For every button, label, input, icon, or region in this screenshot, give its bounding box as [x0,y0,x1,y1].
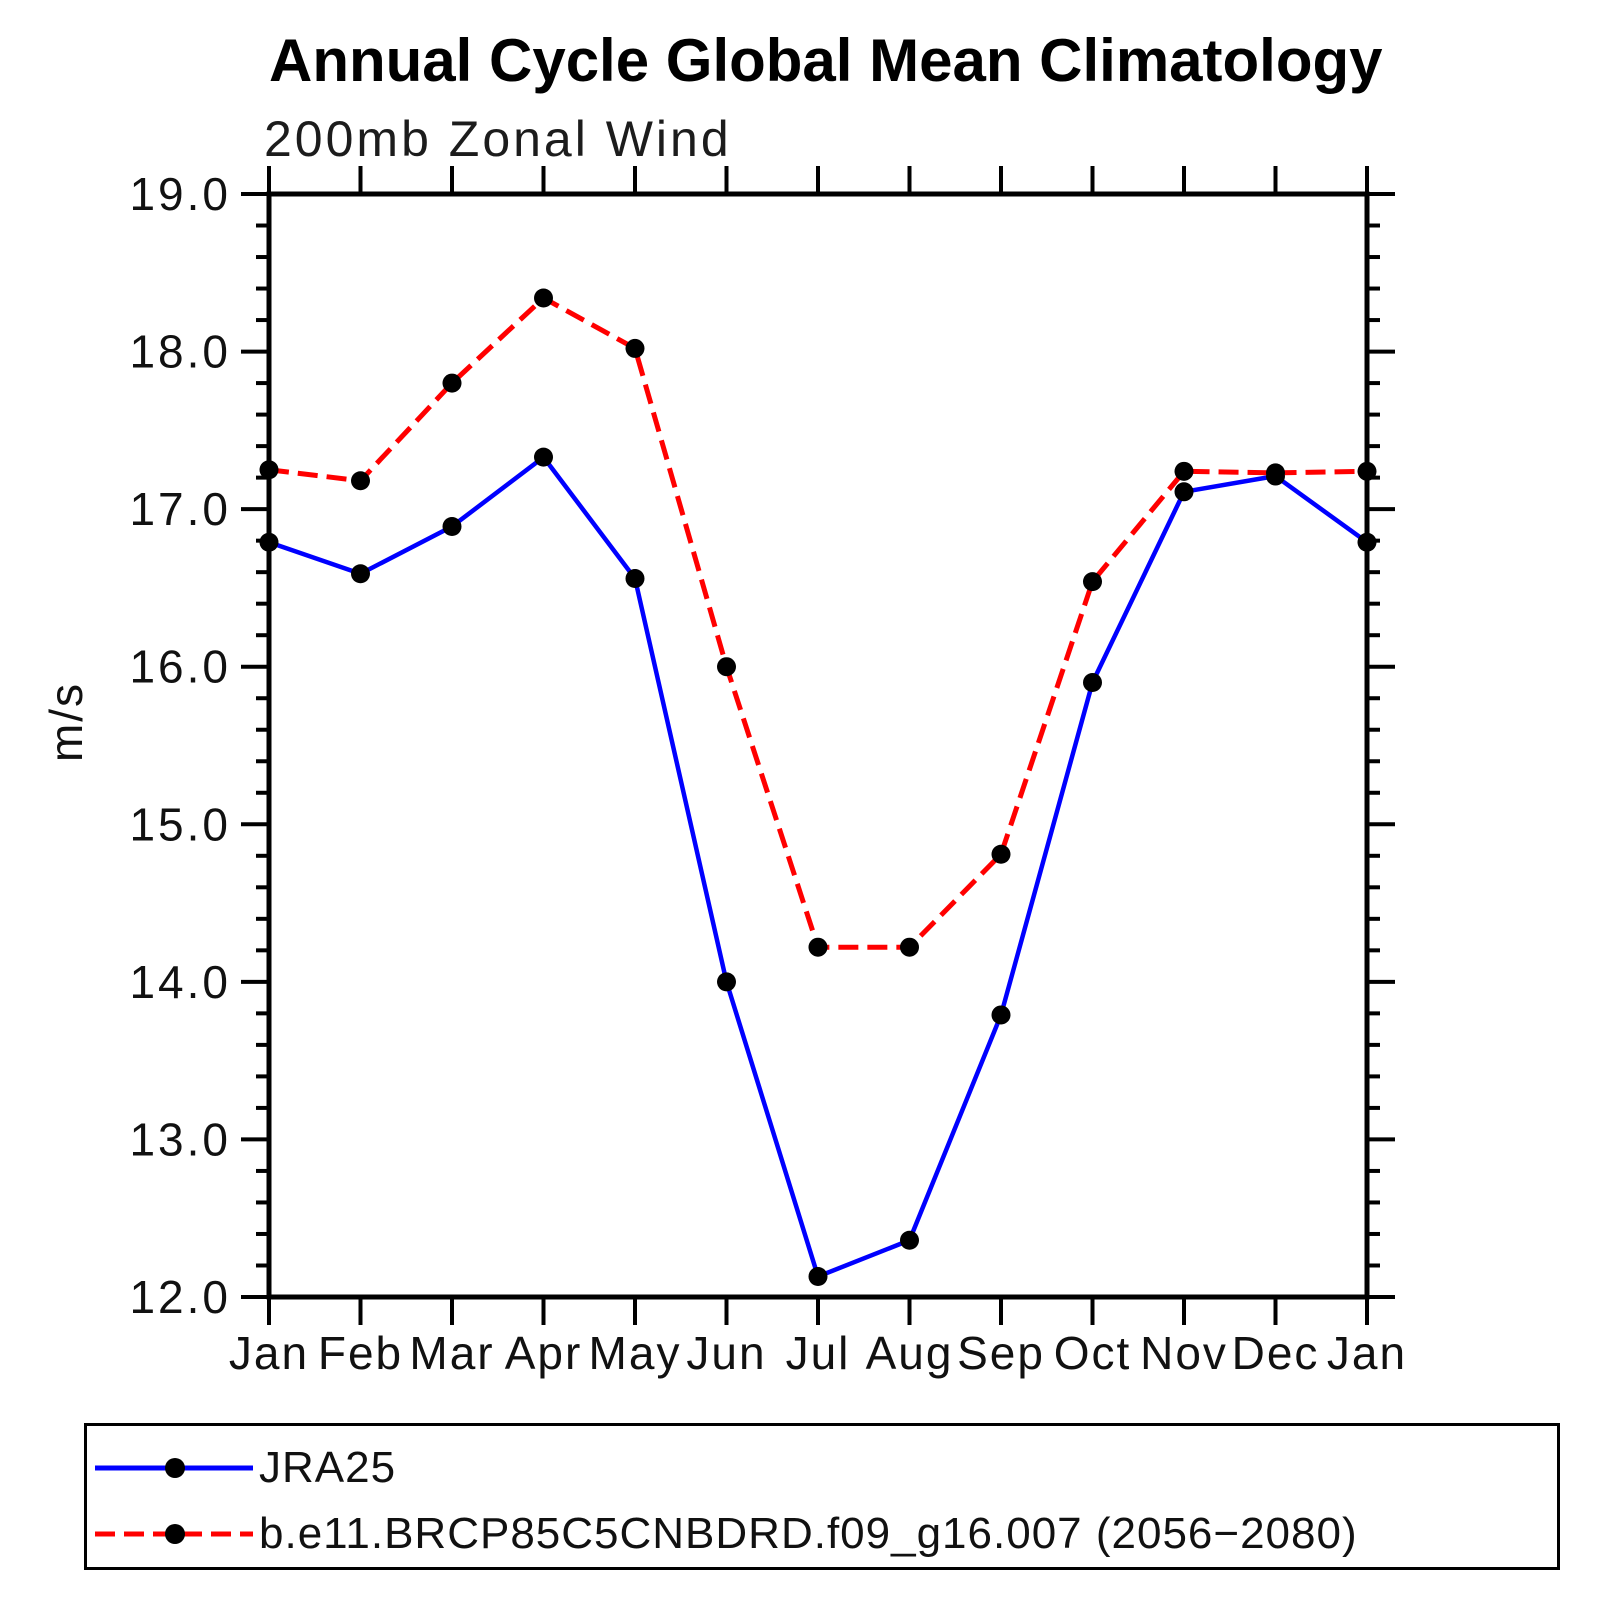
data-point-marker-1 [717,657,736,677]
data-point-marker-1 [1083,572,1102,592]
chart-subtitle: 200mb Zonal Wind [264,111,732,167]
data-point-marker-1 [351,471,370,491]
legend-label-jra25: JRA25 [259,1443,397,1492]
data-point-marker-0 [808,1267,828,1287]
data-point-marker-0 [1357,532,1377,552]
data-point-marker-1 [808,937,828,957]
y-tick-label: 17.0 [129,483,231,535]
x-tick-label: Feb [318,1327,403,1379]
legend-box: JRA25 b.e11.BRCP85C5CNBDRD.f09_g16.007 (… [84,1423,1560,1570]
x-tick-label: Jul [786,1327,851,1379]
x-tick-label: Apr [505,1327,583,1379]
legend-item-model: b.e11.BRCP85C5CNBDRD.f09_g16.007 (2056−2… [91,1509,1358,1558]
data-point-marker-0 [625,568,645,588]
y-tick-label: 12.0 [129,1271,231,1323]
x-tick-label: Mar [409,1327,494,1379]
y-tick-label: 13.0 [129,1113,231,1165]
legend-item-jra25: JRA25 [91,1443,396,1492]
data-point-marker-0 [534,447,553,467]
legend-label-model: b.e11.BRCP85C5CNBDRD.f09_g16.007 (2056−2… [259,1509,1358,1558]
data-point-marker-0 [1083,672,1102,692]
data-point-marker-1 [442,373,462,393]
data-point-marker-0 [351,564,370,584]
data-point-marker-0 [717,972,736,992]
data-point-marker-0 [1174,482,1194,502]
legend-line-sample-model [95,1524,253,1544]
y-tick-label: 14.0 [129,956,231,1008]
x-tick-label: Aug [866,1327,954,1379]
data-point-marker-1 [900,937,919,957]
data-point-marker-0 [442,516,462,536]
x-tick-label: Sep [957,1327,1045,1379]
data-point-marker-0 [991,1005,1011,1025]
axis-frame [266,191,1370,1300]
x-tick-label: Jan [229,1327,309,1379]
data-point-marker-1 [259,460,279,480]
y-tick-label: 16.0 [129,641,231,693]
data-point-marker-1 [991,844,1011,864]
data-point-marker-0 [259,532,279,552]
x-tick-label: Nov [1140,1327,1228,1379]
x-tick-label: Oct [1054,1327,1132,1379]
y-tick-label: 15.0 [129,798,231,850]
x-tick-label: Jan [1327,1327,1407,1379]
data-point-marker-1 [1357,461,1377,481]
y-tick-label: 19.0 [129,168,231,220]
x-tick-label: Dec [1232,1327,1320,1379]
data-point-marker-0 [900,1230,919,1250]
data-point-marker-1 [1266,463,1285,483]
x-tick-label: May [589,1327,682,1379]
x-tick-label: Jun [686,1327,766,1379]
series-line-0 [268,454,1369,1279]
y-tick-label: 18.0 [129,326,231,378]
data-point-marker-1 [534,288,553,308]
chart-title: Annual Cycle Global Mean Climatology [269,27,1383,94]
data-point-marker-1 [625,338,645,358]
series-line-1 [268,295,1368,950]
legend-line-sample-jra25 [95,1458,253,1478]
data-point-marker-1 [1174,461,1194,481]
